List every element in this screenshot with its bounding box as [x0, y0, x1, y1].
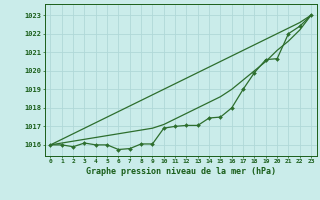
- X-axis label: Graphe pression niveau de la mer (hPa): Graphe pression niveau de la mer (hPa): [86, 167, 276, 176]
